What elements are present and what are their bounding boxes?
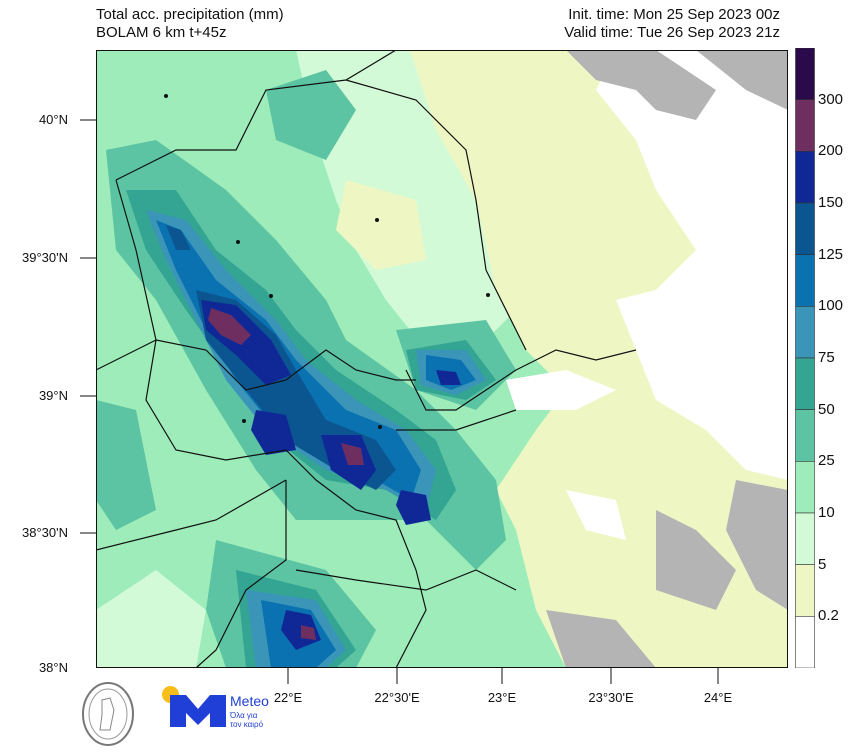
lon-label: 23°E xyxy=(487,690,517,705)
colorbar-swatch xyxy=(795,357,815,410)
colorbar-swatch xyxy=(795,48,815,100)
init-time: Init. time: Mon 25 Sep 2023 00z xyxy=(568,6,780,23)
colorbar-swatch xyxy=(795,616,815,668)
colorbar-label: 5 xyxy=(818,555,827,573)
colorbar-label: 75 xyxy=(818,349,835,366)
city-markers xyxy=(164,94,490,429)
lat-label: 39°30'N xyxy=(22,250,68,265)
colorbar-swatch xyxy=(795,564,815,617)
lon-label: 22°30'E xyxy=(374,690,420,705)
meteo-m-icon xyxy=(170,695,226,727)
colorbar-label: 150 xyxy=(818,194,844,211)
colorbar-label: 300 xyxy=(818,90,844,108)
map-subtitle: BOLAM 6 km t+45z xyxy=(96,24,227,41)
colorbar-label: 125 xyxy=(818,245,844,263)
colorbar-label: 25 xyxy=(818,452,835,470)
colorbar-swatch xyxy=(795,306,815,359)
meteo-tagline: Όλα για xyxy=(230,711,258,720)
colorbar-label: 10 xyxy=(818,504,835,521)
colorbar-swatch xyxy=(795,151,815,204)
colorbar-label: 200 xyxy=(818,142,844,160)
valid-time: Valid time: Tue 26 Sep 2023 21z xyxy=(564,24,780,41)
colorbar-swatch xyxy=(795,254,815,307)
map-frame xyxy=(96,50,788,668)
sea xyxy=(506,50,788,540)
observatory-seal-logo xyxy=(82,682,134,746)
lon-label: 24°E xyxy=(703,690,733,705)
colorbar-label: 0.2 xyxy=(818,607,839,625)
precipitation-map xyxy=(96,50,788,668)
meteo-tagline: τον καιρό xyxy=(230,720,264,729)
colorbar-swatch xyxy=(795,461,815,514)
colorbar-swatch xyxy=(795,202,815,255)
colorbar-label: 50 xyxy=(818,400,835,418)
lon-label: 23°30'E xyxy=(588,690,634,705)
outside-land xyxy=(546,50,788,668)
colorbar xyxy=(795,48,815,668)
meteo-name: Meteo xyxy=(230,693,269,709)
colorbar-swatch xyxy=(795,99,815,152)
admin-boundaries xyxy=(96,50,637,668)
colorbar-label: 100 xyxy=(818,297,844,315)
colorbar-swatch xyxy=(795,409,815,462)
map-title: Total acc. precipitation (mm) xyxy=(96,6,284,23)
lon-label: 22°E xyxy=(273,690,303,705)
colorbar-swatch xyxy=(795,512,815,565)
lat-label: 39°N xyxy=(38,388,68,403)
lat-label: 38°N xyxy=(38,660,68,675)
lat-label: 40°N xyxy=(38,112,68,127)
lat-label: 38°30'N xyxy=(22,525,68,540)
